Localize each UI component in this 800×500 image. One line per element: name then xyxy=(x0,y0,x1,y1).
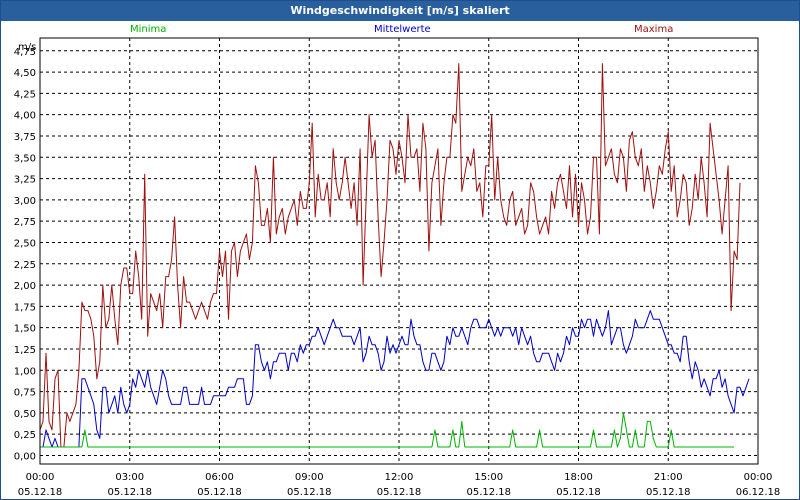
y-tick-label: 0,75 xyxy=(14,388,36,399)
grid xyxy=(40,38,758,464)
x-tick-date: 05.12.18 xyxy=(197,487,242,498)
y-tick-label: 4,00 xyxy=(14,111,36,122)
legend-minima: Minima xyxy=(130,24,167,35)
x-tick-time: 18:00 xyxy=(564,472,593,483)
y-tick-label: 4,50 xyxy=(14,68,36,79)
y-tick-label: 1,50 xyxy=(14,324,36,335)
x-tick-time: 06:00 xyxy=(205,472,234,483)
x-tick-time: 03:00 xyxy=(115,472,144,483)
x-tick-time: 15:00 xyxy=(474,472,503,483)
x-tick-time: 12:00 xyxy=(385,472,414,483)
y-tick-label: 0,25 xyxy=(14,430,36,441)
y-tick-label: 3,75 xyxy=(14,132,36,143)
y-tick-label: 1,00 xyxy=(14,366,36,377)
series xyxy=(39,63,750,448)
x-tick-date: 05.12.18 xyxy=(377,487,422,498)
y-tick-label: 0,00 xyxy=(14,451,36,462)
y-axis-unit: m/s xyxy=(18,42,36,53)
y-tick-label: 0,50 xyxy=(14,409,36,420)
x-tick-date: 05.12.18 xyxy=(18,487,63,498)
x-tick-date: 06.12.18 xyxy=(736,487,781,498)
series-line-maxima xyxy=(39,63,741,448)
series-line-mittelwerte xyxy=(40,310,750,448)
series-line-minima xyxy=(40,412,735,448)
x-tick-date: 05.12.18 xyxy=(107,487,152,498)
y-tick-label: 4,25 xyxy=(14,89,36,100)
y-tick-label: 4,75 xyxy=(14,47,36,58)
x-tick-date: 05.12.18 xyxy=(556,487,601,498)
y-tick-label: 1,75 xyxy=(14,302,36,313)
window-title: Windgeschwindigkeit [m/s] skaliert xyxy=(1,1,799,21)
x-tick-time: 00:00 xyxy=(26,472,55,483)
y-tick-label: 1,25 xyxy=(14,345,36,356)
y-tick-label: 3,00 xyxy=(14,196,36,207)
x-tick-date: 05.12.18 xyxy=(646,487,691,498)
y-tick-label: 2,75 xyxy=(14,217,36,228)
x-tick-date: 05.12.18 xyxy=(287,487,332,498)
plot-frame xyxy=(39,37,759,465)
x-tick-time: 00:00 xyxy=(744,472,773,483)
x-axis: 00:00 05.12.18 03:00 05.12.18 06:00 05.12.18 0… xyxy=(18,472,781,498)
y-tick-label: 2,50 xyxy=(14,238,36,249)
x-tick-time: 21:00 xyxy=(654,472,683,483)
y-tick-label: 3,50 xyxy=(14,153,36,164)
x-tick-date: 05.12.18 xyxy=(466,487,511,498)
x-tick-time: 09:00 xyxy=(295,472,324,483)
y-tick-label: 2,25 xyxy=(14,260,36,271)
y-tick-label: 3,25 xyxy=(14,175,36,186)
y-tick-label: 2,00 xyxy=(14,281,36,292)
y-axis: m/s 0,00 0,25 0,50 0,75 1,00 1,25 1,50 1,75 2,00… xyxy=(14,42,37,462)
legend-maxima: Maxima xyxy=(634,24,674,35)
legend-mittelwerte: Mittelwerte xyxy=(374,24,431,35)
